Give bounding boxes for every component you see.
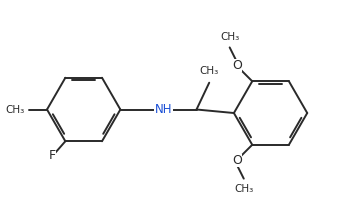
Text: CH₃: CH₃ <box>220 32 239 42</box>
Text: NH: NH <box>155 103 172 116</box>
Text: CH₃: CH₃ <box>200 66 219 76</box>
Text: CH₃: CH₃ <box>234 184 253 194</box>
Text: F: F <box>49 149 56 162</box>
Text: CH₃: CH₃ <box>5 104 25 115</box>
Text: O: O <box>232 154 242 167</box>
Text: O: O <box>232 59 242 72</box>
